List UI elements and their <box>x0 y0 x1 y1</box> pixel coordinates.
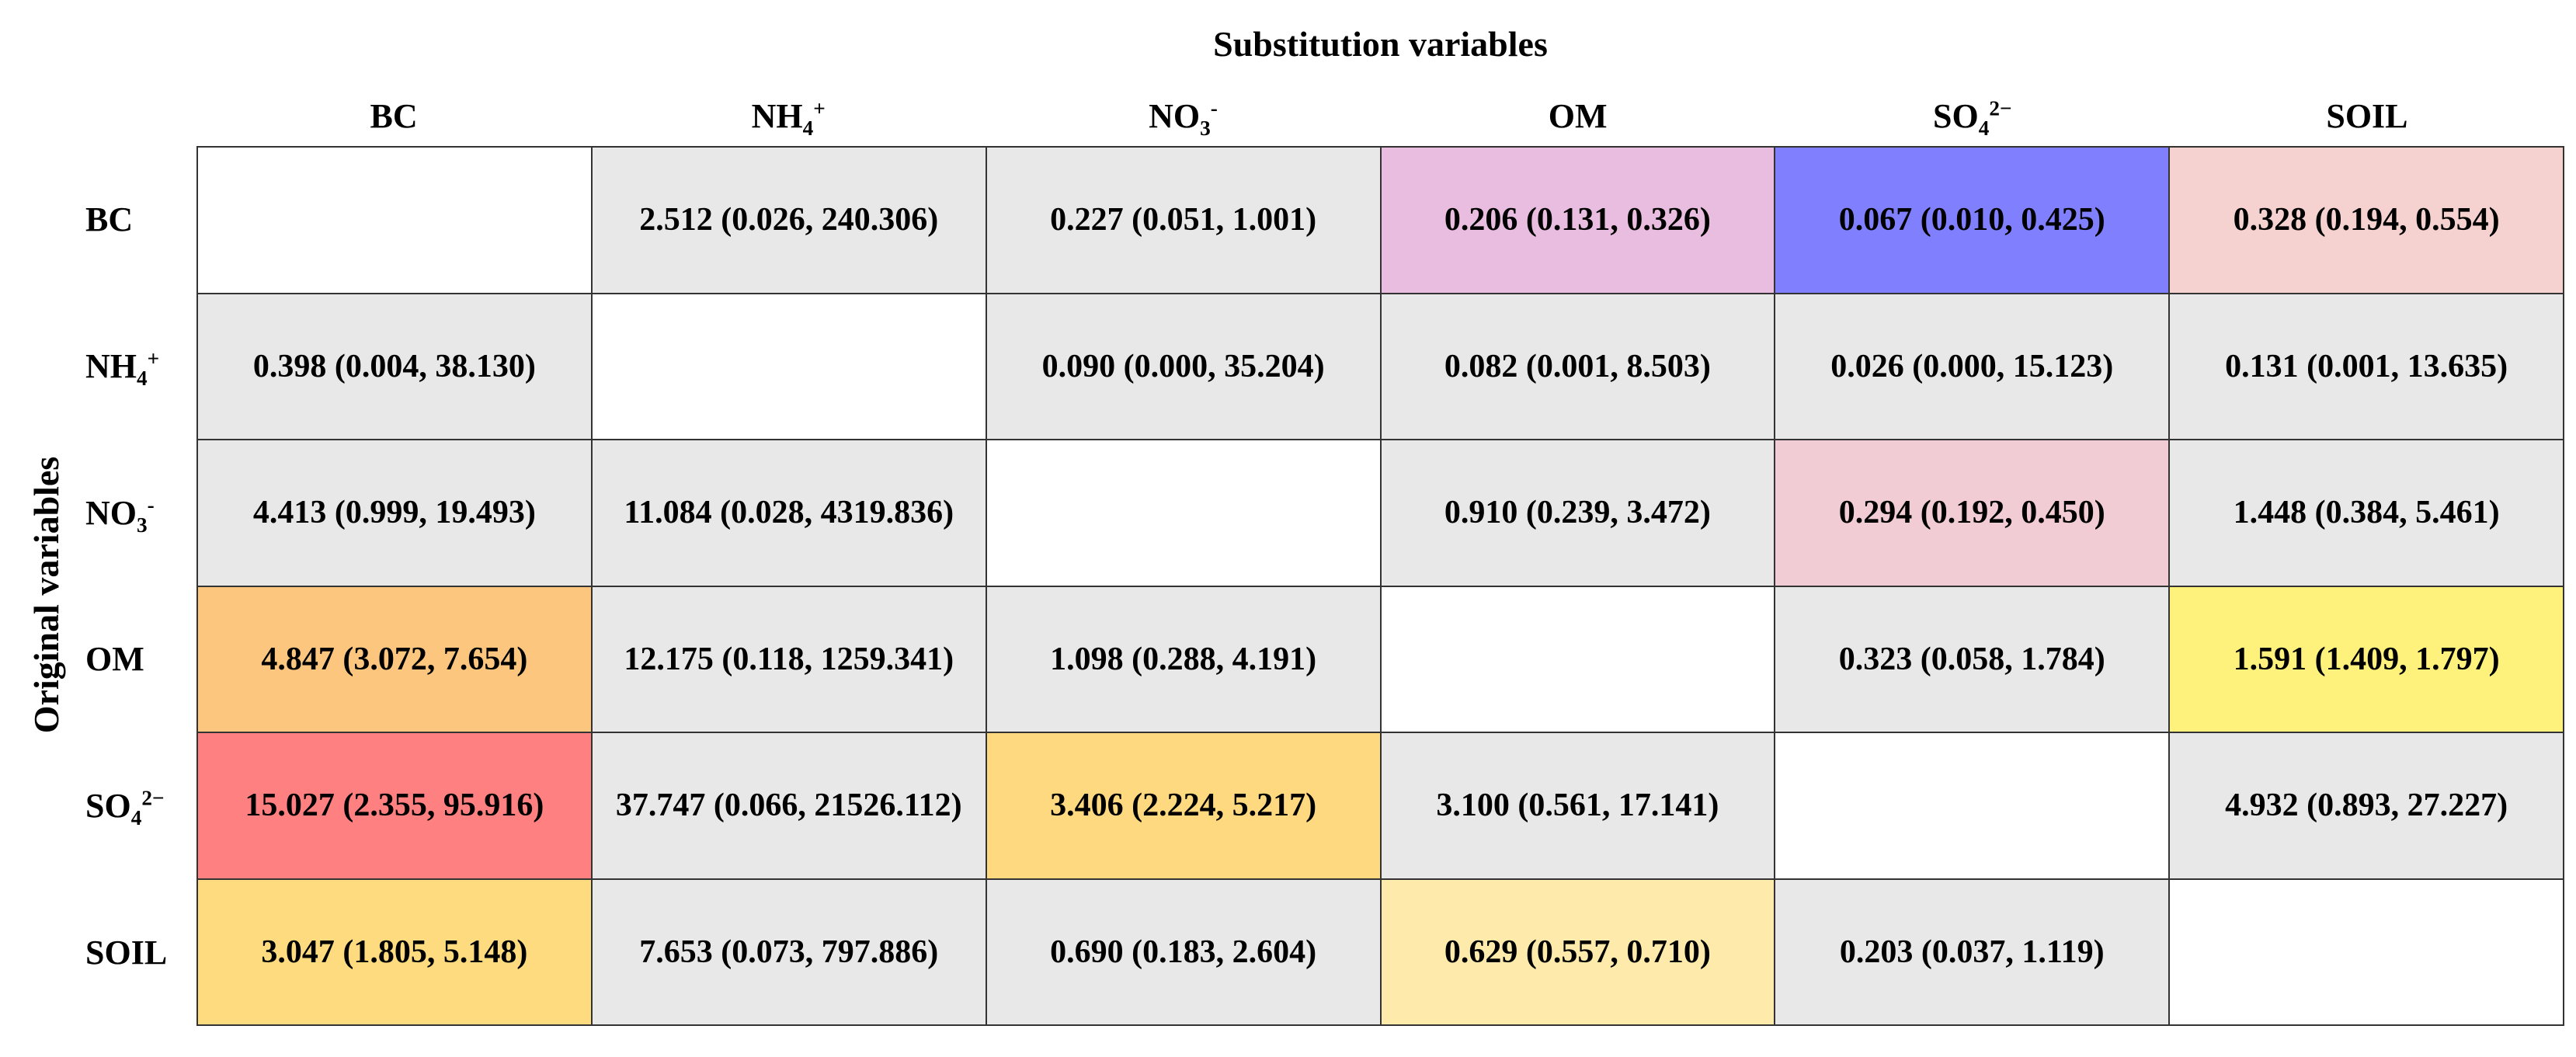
label-base: BC <box>85 200 134 238</box>
cell-no3-bc: 4.413 (0.999, 19.493) <box>198 440 593 587</box>
cell-bc-om: 0.206 (0.131, 0.326) <box>1381 148 1776 294</box>
label-base: OM <box>85 640 144 679</box>
column-header-soil: SOIL <box>2170 87 2564 146</box>
column-header-nh4: NH4+ <box>591 87 986 146</box>
cell-om-soil: 1.591 (1.409, 1.797) <box>2170 586 2564 733</box>
column-header-so4: SO42− <box>1775 87 2170 146</box>
cell-so4-no3: 3.406 (2.224, 5.217) <box>986 733 1382 880</box>
row-header-no3: NO3- <box>0 440 196 586</box>
cell-soil-nh4: 7.653 (0.073, 797.886) <box>592 879 987 1026</box>
cell-om-om <box>1381 586 1776 733</box>
cell-no3-no3 <box>986 440 1382 587</box>
column-headers: BC NH4+ NO3- OM SO42− SOIL <box>196 87 2564 146</box>
cell-nh4-soil: 0.131 (0.001, 13.635) <box>2170 294 2564 440</box>
cell-so4-soil: 4.932 (0.893, 27.227) <box>2170 733 2564 880</box>
row-header-label: SO42− <box>85 786 165 830</box>
label-superscript: + <box>813 96 826 120</box>
cell-bc-soil: 0.328 (0.194, 0.554) <box>2170 148 2564 294</box>
label-subscript: 4 <box>1978 116 1990 140</box>
cell-om-no3: 1.098 (0.288, 4.191) <box>986 586 1382 733</box>
row-header-soil: SOIL <box>0 879 196 1026</box>
label-subscript: 3 <box>1200 116 1211 140</box>
cell-nh4-bc: 0.398 (0.004, 38.130) <box>198 294 593 440</box>
row-header-label: SOIL <box>85 933 167 972</box>
row-header-nh4: NH4+ <box>0 293 196 440</box>
cell-no3-om: 0.910 (0.239, 3.472) <box>1381 440 1776 587</box>
label-base: SOIL <box>2326 97 2408 135</box>
label-base: NO <box>1149 97 1201 135</box>
label-base: OM <box>1548 97 1608 135</box>
label-base: NO <box>85 493 137 532</box>
row-header-label: BC <box>85 200 133 239</box>
label-superscript: - <box>147 492 155 516</box>
label-base: SO <box>1933 97 1979 135</box>
label-subscript: 4 <box>130 806 142 830</box>
cell-nh4-so4: 0.026 (0.000, 15.123) <box>1775 294 2171 440</box>
row-header-label: NH4+ <box>85 346 160 388</box>
cell-om-so4: 0.323 (0.058, 1.784) <box>1775 586 2171 733</box>
cell-so4-om: 3.100 (0.561, 17.141) <box>1381 733 1776 880</box>
row-header-om: OM <box>0 586 196 732</box>
cell-so4-nh4: 37.747 (0.066, 21526.112) <box>592 733 987 880</box>
label-superscript: + <box>147 346 160 370</box>
label-base: BC <box>370 97 418 135</box>
label-base: SO <box>85 787 131 826</box>
cell-no3-soil: 1.448 (0.384, 5.461) <box>2170 440 2564 587</box>
substitution-variables-title: Substitution variables <box>1213 24 1548 64</box>
column-header-bc: BC <box>196 87 591 146</box>
cell-bc-so4: 0.067 (0.010, 0.425) <box>1775 148 2171 294</box>
label-superscript: - <box>1210 96 1218 120</box>
cell-om-bc: 4.847 (3.072, 7.654) <box>198 586 593 733</box>
cell-so4-bc: 15.027 (2.355, 95.916) <box>198 733 593 880</box>
cell-no3-so4: 0.294 (0.192, 0.450) <box>1775 440 2171 587</box>
column-header-om: OM <box>1381 87 1775 146</box>
label-base: SOIL <box>85 934 168 972</box>
label-subscript: 4 <box>137 366 148 390</box>
cell-soil-so4: 0.203 (0.037, 1.119) <box>1775 879 2171 1026</box>
row-header-label: NO3- <box>85 492 155 537</box>
cell-soil-om: 0.629 (0.557, 0.710) <box>1381 879 1776 1026</box>
row-headers: BC NH4+ NO3- OM SO42− SOIL <box>0 146 196 1026</box>
cell-soil-soil <box>2170 879 2564 1026</box>
cell-soil-no3: 0.690 (0.183, 2.604) <box>986 879 1382 1026</box>
cell-om-nh4: 12.175 (0.118, 1259.341) <box>592 586 987 733</box>
column-header-no3: NO3- <box>986 87 1380 146</box>
cell-bc-nh4: 2.512 (0.026, 240.306) <box>592 148 987 294</box>
cell-nh4-nh4 <box>592 294 987 440</box>
cell-bc-no3: 0.227 (0.051, 1.001) <box>986 148 1382 294</box>
cell-soil-bc: 3.047 (1.805, 5.148) <box>198 879 593 1026</box>
label-subscript: 3 <box>137 513 148 537</box>
row-header-label: OM <box>85 639 144 679</box>
cell-nh4-om: 0.082 (0.001, 8.503) <box>1381 294 1776 440</box>
cell-so4-so4 <box>1775 733 2171 880</box>
label-superscript: 2− <box>1989 96 2012 120</box>
label-base: NH <box>85 346 137 385</box>
cell-no3-nh4: 11.084 (0.028, 4319.836) <box>592 440 987 587</box>
ratio-matrix-table: 2.512 (0.026, 240.306) 0.227 (0.051, 1.00… <box>196 146 2564 1026</box>
label-superscript: 2− <box>141 786 165 810</box>
row-header-bc: BC <box>0 146 196 293</box>
row-header-so4: SO42− <box>0 732 196 879</box>
cell-bc-bc <box>198 148 593 294</box>
label-subscript: 4 <box>802 116 814 140</box>
cell-nh4-no3: 0.090 (0.000, 35.204) <box>986 294 1382 440</box>
label-base: NH <box>751 97 803 135</box>
